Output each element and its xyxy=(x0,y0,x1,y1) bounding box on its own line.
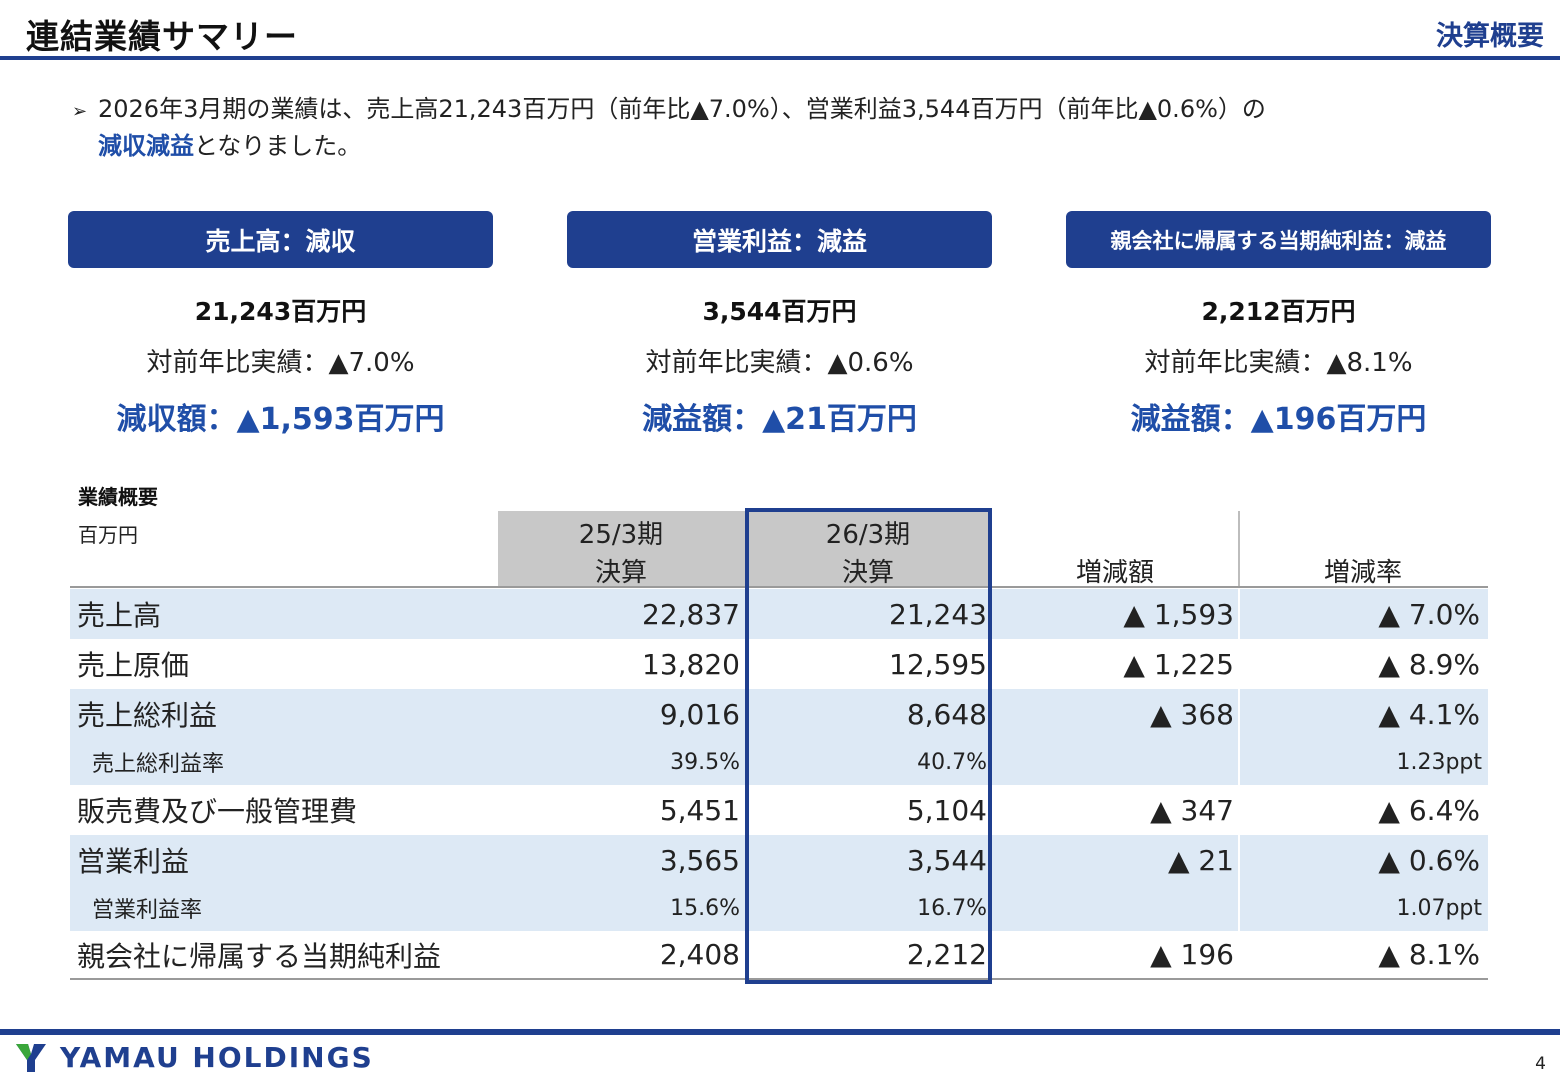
footer-divider xyxy=(0,1029,1560,1035)
card-yoy-operating-profit: 対前年比実績：▲0.6% xyxy=(645,348,914,378)
cell-change-amount: ▲ 347 xyxy=(1150,793,1234,827)
card-diff-operating-profit: 減益額：▲21百万円 xyxy=(642,402,917,437)
table-row-ratio: 売上総利益率 39.5% 40.7% 1.23ppt xyxy=(70,739,1488,785)
cell-fy26: 40.7% xyxy=(917,749,987,775)
cell-change-rate: 1.23ppt xyxy=(1396,749,1482,775)
card-yoy-sales: 対前年比実績：▲7.0% xyxy=(146,348,415,378)
cell-change-amount: ▲ 1,225 xyxy=(1123,647,1234,681)
card-header-sales: 売上高：減収 xyxy=(68,211,493,268)
cell-change-rate: ▲ 0.6% xyxy=(1378,843,1480,877)
table-row: 営業利益 3,565 3,544 ▲ 21 ▲ 0.6% xyxy=(70,835,1488,885)
cell-fy25: 9,016 xyxy=(659,697,740,731)
company-logo: YAMAU HOLDINGS xyxy=(14,1040,374,1074)
section-label: 決算概要 xyxy=(1436,21,1544,52)
table-header-separator xyxy=(1238,511,1240,587)
fy26-column-highlight xyxy=(745,508,992,984)
page-number: 4 xyxy=(1535,1054,1546,1074)
row-label: 営業利益 xyxy=(77,845,190,878)
row-label: 販売費及び一般管理費 xyxy=(77,795,358,828)
cell-fy25: 5,451 xyxy=(659,793,740,827)
cell-fy25: 39.5% xyxy=(670,749,740,775)
cell-change-rate: ▲ 7.0% xyxy=(1378,597,1480,631)
card-header-net-income: 親会社に帰属する当期純利益：減益 xyxy=(1066,211,1491,268)
row-label: 売上総利益 xyxy=(77,699,218,732)
cell-change-rate: 1.07ppt xyxy=(1396,895,1482,921)
row-label: 売上総利益率 xyxy=(92,752,225,777)
header-divider xyxy=(0,56,1560,60)
cell-fy25: 13,820 xyxy=(642,647,740,681)
cell-change-amount: ▲ 1,593 xyxy=(1123,597,1234,631)
cell-change-rate: ▲ 6.4% xyxy=(1378,793,1480,827)
summary-line-1: 2026年3月期の業績は、売上高21,243百万円（前年比▲7.0%）、営業利益… xyxy=(98,95,1266,123)
table-row: 売上総利益 9,016 8,648 ▲ 368 ▲ 4.1% xyxy=(70,689,1488,739)
cell-fy26: 21,243 xyxy=(889,597,987,631)
table-header-shade xyxy=(498,511,991,587)
bullet-arrow-icon: ➢ xyxy=(72,101,88,122)
cell-change-rate: ▲ 8.1% xyxy=(1378,938,1480,971)
col-header-fy26-type: 決算 xyxy=(841,558,894,588)
card-amount-operating-profit: 3,544百万円 xyxy=(702,297,857,326)
cell-change-rate: ▲ 8.9% xyxy=(1378,647,1480,681)
table-row: 売上高 22,837 21,243 ▲ 1,593 ▲ 7.0% xyxy=(70,589,1488,639)
card-amount-net-income: 2,212百万円 xyxy=(1201,297,1356,326)
summary-bullet: ➢ 2026年3月期の業績は、売上高21,243百万円（前年比▲7.0%）、営業利… xyxy=(72,92,1492,163)
col-header-fy26-period: 26/3期 xyxy=(825,520,911,550)
table-unit: 百万円 xyxy=(78,523,138,547)
table-row: 売上原価 13,820 12,595 ▲ 1,225 ▲ 8.9% xyxy=(70,639,1488,689)
card-diff-sales: 減収額：▲1,593百万円 xyxy=(116,402,445,437)
summary-highlight: 減収減益 xyxy=(98,132,194,160)
row-label: 親会社に帰属する当期純利益 xyxy=(77,939,442,973)
cell-fy25: 15.6% xyxy=(670,895,740,921)
cell-change-rate: ▲ 4.1% xyxy=(1378,697,1480,731)
card-diff-net-income: 減益額：▲196百万円 xyxy=(1130,402,1427,437)
col-header-fy25-period: 25/3期 xyxy=(578,520,664,550)
cell-fy26: 12,595 xyxy=(889,647,987,681)
table-bottom-rule xyxy=(70,978,1488,980)
table-row: 販売費及び一般管理費 5,451 5,104 ▲ 347 ▲ 6.4% xyxy=(70,785,1488,835)
col-header-change-amount: 増減額 xyxy=(1075,558,1154,588)
table-title: 業績概要 xyxy=(78,485,158,509)
cell-change-amount: ▲ 196 xyxy=(1150,938,1234,971)
cell-change-amount: ▲ 368 xyxy=(1150,697,1234,731)
row-label: 売上高 xyxy=(77,599,162,632)
card-header-operating-profit: 営業利益：減益 xyxy=(567,211,992,268)
col-header-fy25-type: 決算 xyxy=(594,558,647,588)
cell-fy25: 3,565 xyxy=(659,843,740,877)
cell-fy26: 5,104 xyxy=(906,793,987,827)
card-amount-sales: 21,243百万円 xyxy=(194,297,367,326)
cell-fy25: 22,837 xyxy=(642,597,740,631)
yamau-logo-icon xyxy=(16,1044,46,1072)
cell-fy26: 3,544 xyxy=(906,843,987,877)
row-label: 営業利益率 xyxy=(92,898,203,923)
page-title: 連結業績サマリー xyxy=(26,17,298,56)
cell-change-amount: ▲ 21 xyxy=(1167,843,1234,877)
row-label: 売上原価 xyxy=(77,649,190,682)
summary-line-2: となりました。 xyxy=(194,132,362,160)
table-row: 親会社に帰属する当期純利益 2,408 2,212 ▲ 196 ▲ 8.1% xyxy=(70,931,1488,978)
cell-fy25: 2,408 xyxy=(659,938,740,971)
table-header-rule xyxy=(70,586,1488,588)
cell-fy26: 16.7% xyxy=(917,895,987,921)
cell-fy26: 2,212 xyxy=(906,938,987,971)
card-yoy-net-income: 対前年比実績：▲8.1% xyxy=(1144,348,1413,378)
cell-fy26: 8,648 xyxy=(906,697,987,731)
company-name: YAMAU HOLDINGS xyxy=(60,1040,374,1074)
col-header-change-rate: 増減率 xyxy=(1323,558,1402,588)
table-row-ratio: 営業利益率 15.6% 16.7% 1.07ppt xyxy=(70,885,1488,931)
